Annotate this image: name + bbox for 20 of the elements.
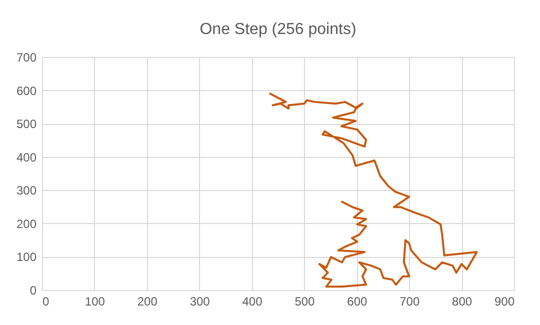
x-tick-label: 900 — [494, 294, 515, 308]
x-tick-label: 0 — [42, 294, 50, 308]
x-tick-label: 100 — [84, 294, 106, 308]
y-tick-label: 0 — [30, 284, 37, 298]
x-tick-label: 800 — [452, 294, 472, 308]
x-tick-label: 400 — [242, 294, 263, 308]
y-tick-label: 600 — [16, 84, 37, 98]
y-tick-label: 200 — [16, 216, 37, 231]
x-tick-label: 200 — [137, 294, 158, 308]
x-tick-label: 500 — [294, 294, 316, 308]
y-tick-label: 300 — [16, 184, 37, 198]
y-tick-label: 500 — [16, 117, 37, 132]
x-tick-label: 600 — [347, 294, 368, 308]
chart-title: One Step (256 points) — [200, 21, 356, 38]
y-tick-label: 400 — [16, 150, 37, 164]
y-tick-label: 700 — [16, 50, 37, 64]
x-tick-label: 300 — [190, 294, 210, 308]
y-tick-label: 100 — [16, 250, 37, 264]
x-tick-label: 700 — [400, 294, 420, 308]
line-series — [269, 92, 478, 288]
